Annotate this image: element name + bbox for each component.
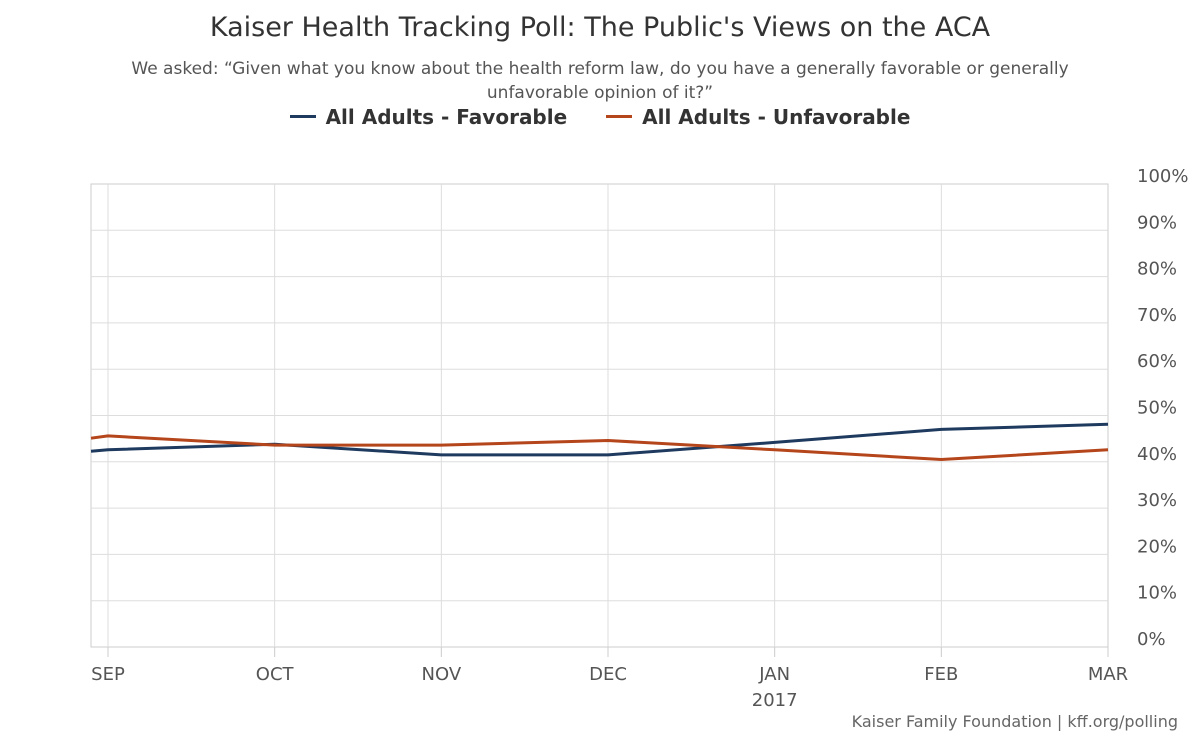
series-line-unfavorable: [90, 434, 1109, 461]
chart-title: Kaiser Health Tracking Poll: The Public'…: [209, 12, 991, 43]
legend-label-favorable: All Adults - Favorable: [325, 105, 568, 129]
x-tick-label: NOV: [422, 664, 462, 685]
legend: All Adults - Favorable All Adults - Unfa…: [0, 105, 1200, 129]
y-tick-label: 20%: [1137, 536, 1177, 557]
y-tick-label: 10%: [1137, 583, 1177, 604]
y-tick-label: 40%: [1137, 444, 1177, 465]
chart-subtitle: We asked: “Given what you know about the…: [131, 59, 1069, 103]
legend-item-unfavorable[interactable]: All Adults - Unfavorable: [606, 105, 910, 129]
x-tick-label: FEB: [924, 664, 958, 685]
y-tick-label: 80%: [1137, 259, 1177, 280]
series-line-favorable: [90, 422, 1109, 457]
y-tick-label: 100%: [1137, 166, 1188, 187]
legend-item-favorable[interactable]: All Adults - Favorable: [289, 105, 568, 129]
x-tick-sublabel: 2017: [752, 690, 798, 711]
y-tick-label: 70%: [1137, 305, 1177, 326]
legend-label-unfavorable: All Adults - Unfavorable: [642, 105, 911, 129]
y-tick-label: 0%: [1137, 629, 1166, 650]
y-tick-label: 60%: [1137, 351, 1177, 372]
x-tick-label: DEC: [589, 664, 627, 685]
credits[interactable]: Kaiser Family Foundation | kff.org/polli…: [851, 712, 1178, 731]
y-tick-label: 90%: [1137, 212, 1177, 233]
y-tick-label: 50%: [1137, 398, 1177, 419]
x-tick-label: JAN: [758, 664, 790, 685]
legend-swatch-unfavorable: [606, 115, 633, 118]
legend-swatch-favorable: [289, 115, 316, 118]
x-tick-label: OCT: [256, 664, 295, 685]
x-tick-label: MAR: [1088, 664, 1128, 685]
y-tick-label: 30%: [1137, 490, 1177, 511]
x-tick-label: SEP: [91, 664, 125, 685]
